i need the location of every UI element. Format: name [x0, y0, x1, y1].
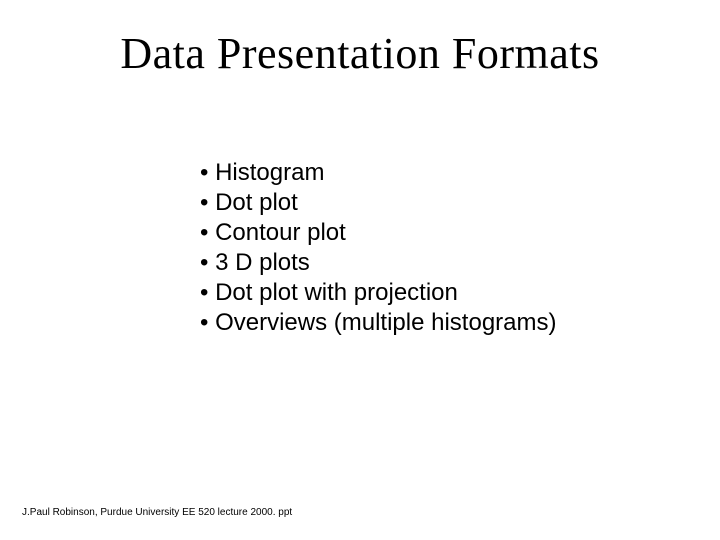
- bullet-text: Dot plot: [215, 189, 298, 216]
- list-item: • Dot plot: [200, 188, 660, 218]
- bullet-text: Histogram: [215, 159, 324, 186]
- list-item: • Overviews (multiple histograms): [200, 308, 660, 338]
- bullet-marker: •: [200, 159, 208, 186]
- list-item: • Contour plot: [200, 218, 660, 248]
- bullet-marker: •: [200, 279, 208, 306]
- list-item: • Dot plot with projection: [200, 278, 660, 308]
- bullet-text: Contour plot: [215, 219, 346, 246]
- bullet-marker: •: [200, 249, 208, 276]
- list-item: • 3 D plots: [200, 248, 660, 278]
- list-item: • Histogram: [200, 158, 660, 188]
- bullet-text: 3 D plots: [215, 249, 310, 276]
- bullet-text: Overviews (multiple histograms): [215, 309, 556, 336]
- slide-title: Data Presentation Formats: [0, 28, 720, 79]
- slide-footer: J.Paul Robinson, Purdue University EE 52…: [22, 507, 292, 518]
- bullet-text: Dot plot with projection: [215, 279, 458, 306]
- slide: Data Presentation Formats • Histogram • …: [0, 0, 720, 540]
- bullet-marker: •: [200, 309, 208, 336]
- bullet-marker: •: [200, 219, 208, 246]
- bullet-marker: •: [200, 189, 208, 216]
- bullet-list: • Histogram • Dot plot • Contour plot • …: [200, 158, 660, 338]
